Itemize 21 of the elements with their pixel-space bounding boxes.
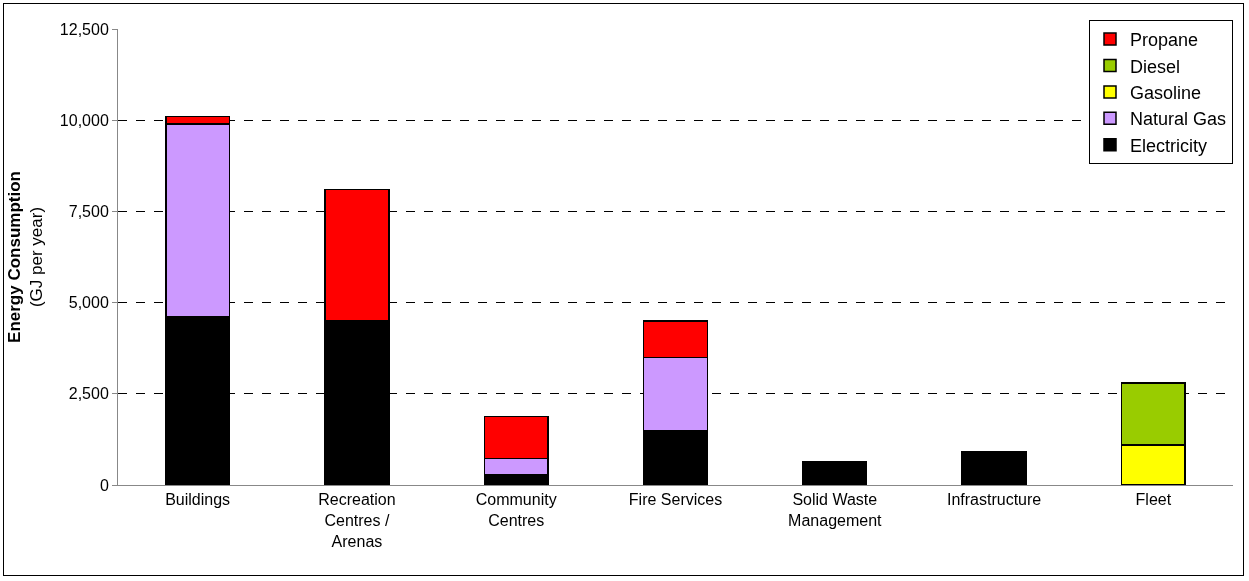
x-tick-label: Recreation Centres / Arenas — [318, 491, 396, 550]
x-tick-label: Solid Waste Management — [788, 491, 883, 529]
x-tick-label: Fire Services — [628, 491, 723, 509]
y-tick-label: 12,500 — [59, 20, 109, 38]
x-tick-label: Buildings — [165, 491, 231, 509]
bar — [802, 460, 868, 485]
legend-label: Electricity — [1130, 135, 1208, 156]
y-axis-title: Energy Consumption (GJ per year) — [5, 171, 47, 343]
legend-label: Diesel — [1130, 56, 1181, 77]
legend-label: Natural Gas — [1130, 109, 1227, 130]
bar — [961, 450, 1027, 485]
y-tick-label: 0 — [99, 476, 109, 494]
legend-label: Gasoline — [1130, 82, 1202, 103]
y-tick-label: 2,500 — [68, 385, 109, 403]
x-tick-label: Community Centres — [475, 491, 557, 529]
legend-label: Propane — [1130, 30, 1199, 51]
y-tick-label: 7,500 — [68, 203, 109, 220]
y-tick-label: 10,000 — [59, 111, 109, 129]
x-tick-label: Fleet — [1135, 491, 1172, 509]
y-tick-label: 5,000 — [68, 294, 109, 312]
x-tick-label: Infrastructure — [946, 491, 1042, 509]
